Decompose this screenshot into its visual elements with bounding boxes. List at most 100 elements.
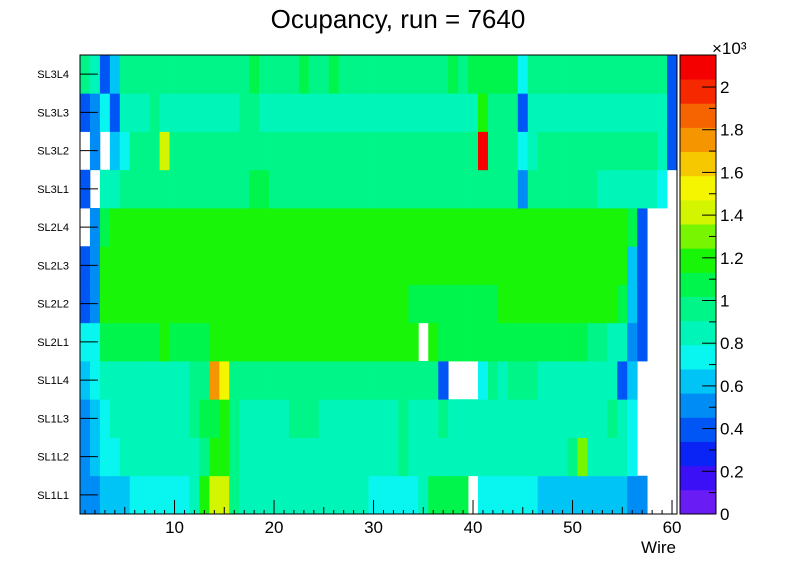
heatmap-cell	[358, 399, 369, 438]
heatmap-cell	[567, 399, 578, 438]
heatmap-cell	[149, 361, 160, 400]
heatmap-cell	[298, 322, 310, 362]
heatmap-cell	[587, 246, 598, 285]
heatmap-cell	[199, 246, 210, 285]
heatmap-cell	[219, 322, 230, 362]
heatmap-cell	[129, 437, 141, 477]
heatmap-cell	[537, 437, 549, 477]
heatmap-cell	[318, 322, 330, 362]
heatmap-cell	[249, 55, 260, 94]
x-tick-label: 50	[563, 518, 582, 537]
heatmap-cell	[537, 55, 549, 94]
heatmap-cell	[468, 322, 479, 362]
heatmap-cell	[298, 437, 310, 477]
heatmap-cell	[189, 399, 200, 438]
heatmap-cell	[388, 131, 399, 171]
heatmap-cell	[308, 361, 320, 400]
heatmap-cell	[617, 361, 628, 400]
heatmap-cell	[129, 208, 141, 247]
heatmap-cell	[338, 399, 350, 438]
heatmap-cell	[487, 246, 499, 285]
heatmap-cell	[567, 93, 578, 132]
heatmap-cell	[149, 399, 160, 438]
heatmap-cell	[428, 246, 439, 285]
heatmap-cell	[99, 169, 111, 209]
heatmap-cell	[527, 399, 539, 438]
y-tick-label: SL3L4	[37, 69, 69, 81]
heatmap-cell	[478, 322, 489, 362]
heatmap-cell	[338, 55, 350, 94]
y-tick-label: SL3L1	[37, 184, 69, 196]
heatmap-cell	[149, 93, 160, 132]
heatmap-cell	[607, 475, 618, 515]
heatmap-cell	[438, 169, 449, 209]
heatmap-cell	[249, 93, 260, 132]
heatmap-cell	[358, 208, 369, 247]
heatmap-cell	[149, 55, 160, 94]
heatmap-cell	[408, 284, 419, 324]
heatmap-cell	[577, 399, 588, 438]
heatmap-cell	[269, 399, 280, 438]
heatmap-cell	[418, 55, 429, 94]
heatmap-cell	[139, 284, 151, 324]
heatmap-cell	[288, 284, 300, 324]
heatmap-cell	[378, 208, 389, 247]
heatmap-cell	[348, 246, 359, 285]
heatmap-cell	[328, 284, 340, 324]
color-tick-label: 0.4	[720, 420, 744, 439]
heatmap-cell	[169, 246, 180, 285]
heatmap-cell	[179, 93, 190, 132]
heatmap-cell	[647, 93, 658, 132]
heatmap-cell	[149, 131, 160, 171]
heatmap-cell	[169, 361, 180, 400]
heatmap-cell	[358, 55, 369, 94]
heatmap-cell	[109, 437, 121, 477]
heatmap-cell	[378, 361, 389, 400]
heatmap-cell	[199, 475, 210, 515]
heatmap-cell	[109, 55, 121, 94]
heatmap-cell	[149, 475, 160, 515]
heatmap-cell	[537, 399, 549, 438]
heatmap-cell	[617, 55, 628, 94]
heatmap-cell	[298, 284, 310, 324]
heatmap-cell	[269, 208, 280, 247]
heatmap-cell	[597, 284, 608, 324]
heatmap-cell	[219, 169, 230, 209]
heatmap-cell	[189, 361, 200, 400]
heatmap-cell	[428, 437, 439, 477]
heatmap-cell	[129, 169, 141, 209]
heatmap-cell	[169, 93, 180, 132]
heatmap-cell	[577, 475, 588, 515]
heatmap-cell	[199, 208, 210, 247]
heatmap-cell	[249, 437, 260, 477]
heatmap-cell	[448, 55, 459, 94]
heatmap-cell	[398, 284, 409, 324]
heatmap-cell	[428, 322, 439, 362]
heatmap-cell	[547, 169, 558, 209]
heatmap-cell	[159, 399, 170, 438]
heatmap-cell	[507, 246, 519, 285]
heatmap-cell	[139, 475, 151, 515]
heatmap-cell	[408, 131, 419, 171]
heatmap-cell	[428, 131, 439, 171]
heatmap-cell	[179, 169, 190, 209]
heatmap-cell	[567, 475, 578, 515]
heatmap-cell	[627, 284, 638, 324]
heatmap-cell	[119, 246, 131, 285]
heatmap-cell	[368, 437, 379, 477]
heatmap-cell	[418, 246, 429, 285]
heatmap-cell	[478, 437, 489, 477]
heatmap-cell	[448, 437, 459, 477]
heatmap-cell	[577, 93, 588, 132]
heatmap-cell	[577, 55, 588, 94]
heatmap-cell	[527, 93, 539, 132]
color-scale-bin	[680, 199, 716, 225]
heatmap-cell	[348, 93, 359, 132]
heatmap-cell	[308, 399, 320, 438]
heatmap-cell	[667, 93, 678, 132]
heatmap-cell	[627, 246, 638, 285]
heatmap-cell	[99, 246, 111, 285]
heatmap-cell	[587, 169, 598, 209]
heatmap-cell	[398, 169, 409, 209]
heatmap-cell	[398, 208, 409, 247]
